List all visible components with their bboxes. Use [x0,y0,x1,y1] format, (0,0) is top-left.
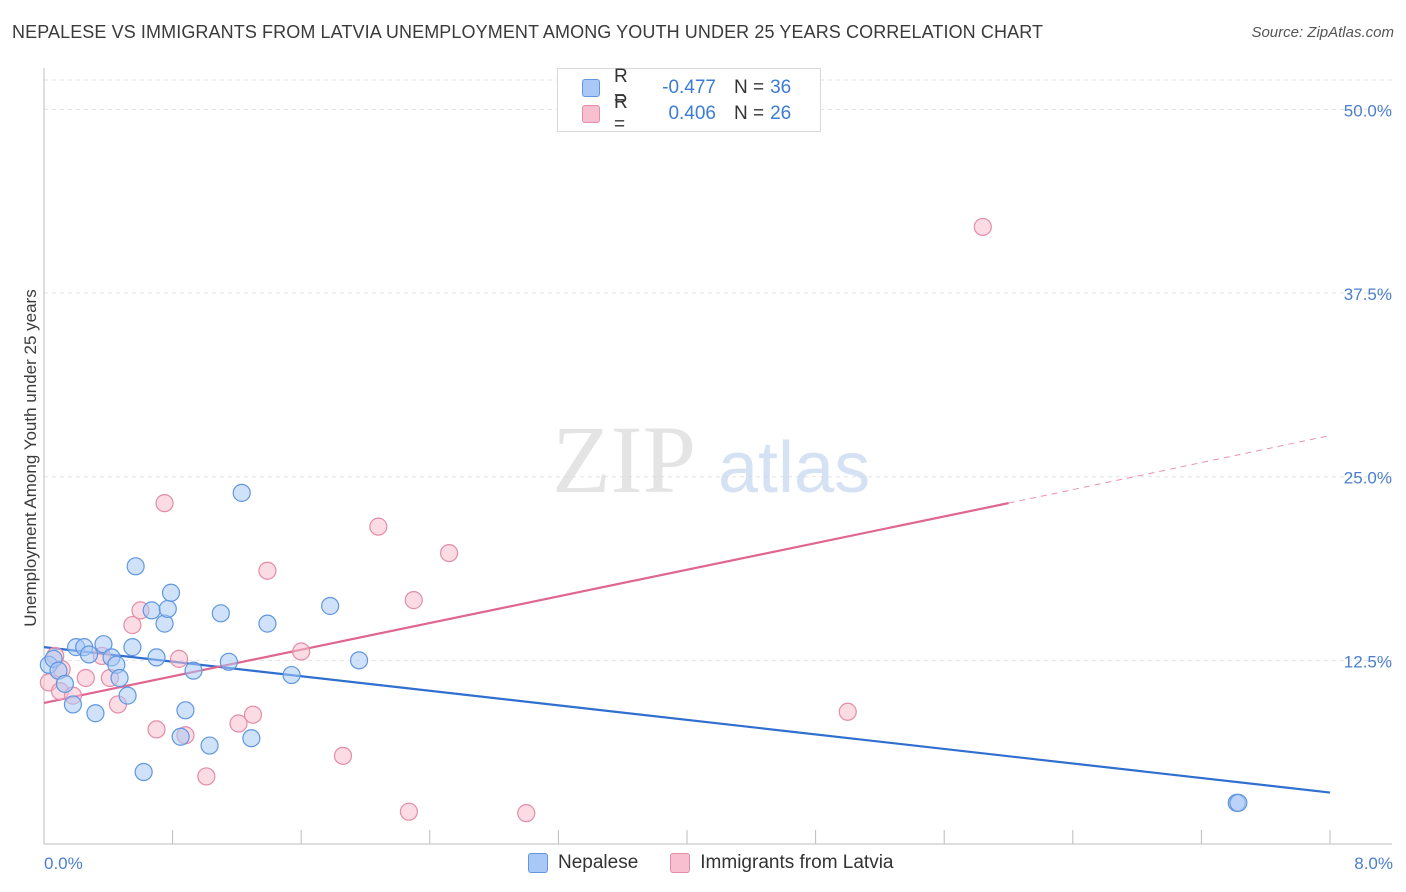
point-nepalese [94,635,113,654]
trend-lines [43,435,1331,794]
axes [43,68,1392,845]
n-value: 26 [770,103,792,124]
x-tick-label: 8.0% [1354,854,1393,873]
point-latvia [973,217,992,237]
r-value: -0.477 [662,77,716,98]
point-nepalese [232,483,251,502]
point-nepalese [118,686,137,705]
point-latvia [369,517,388,536]
point-nepalese [55,674,74,693]
r-label: R = [614,92,628,135]
y-tick-label: 37.5% [1344,285,1392,304]
point-latvia [333,746,353,765]
watermark-zip: ZIP [552,406,696,513]
grid-lines [44,79,1392,661]
point-nepalese [126,557,145,576]
trend-line-latvia-extension [1008,435,1331,504]
y-tick-label: 12.5% [1344,652,1392,671]
point-nepalese [142,601,161,620]
watermark-atlas: atlas [718,428,870,508]
trend-line-latvia [43,502,1009,705]
legend-row-latvia: R = 0.406 N = 26 [582,92,792,135]
point-nepalese [155,614,174,633]
point-nepalese [219,652,238,671]
y-tick-label: 50.0% [1344,101,1392,120]
chart-title: NEPALESE VS IMMIGRANTS FROM LATVIA UNEMP… [12,22,1044,42]
r-value: 0.406 [668,103,716,124]
nepalese-swatch [528,853,548,873]
point-nepalese [242,729,261,748]
x-tick-label: 0.0% [44,854,83,873]
point-nepalese [176,701,195,720]
latvia-swatch [582,105,600,123]
point-nepalese [171,727,190,746]
r-label: R = [614,66,628,109]
point-nepalese [161,583,181,602]
correlation-legend: R = -0.477 N = 36 R = 0.406 N = 26 [557,66,821,135]
point-nepalese [158,599,177,619]
data-points [39,217,1248,823]
point-latvia [517,804,536,823]
point-nepalese [258,614,277,633]
legend-row-nepalese: R = -0.477 N = 36 [582,66,792,109]
point-latvia [169,649,189,668]
point-latvia [147,720,166,739]
point-nepalese [321,596,340,616]
point-latvia [439,543,459,563]
point-nepalese [1229,793,1248,812]
point-latvia [838,702,857,721]
point-nepalese [184,661,203,680]
tick-labels: 12.5% 25.0% 37.5% 50.0% 0.0% 8.0% [44,101,1393,873]
point-nepalese [79,645,99,664]
point-latvia [155,494,174,513]
point-latvia [123,615,142,635]
legend-label: Nepalese [558,852,639,873]
point-latvia [258,561,277,580]
point-nepalese [110,668,129,688]
n-label: N = [734,103,765,124]
point-latvia [399,802,419,821]
point-nepalese [123,638,142,657]
watermark: ZIP atlas [552,406,870,513]
point-nepalese [200,736,219,755]
legend-item-latvia: Immigrants from Latvia [670,852,894,874]
point-nepalese [63,695,83,714]
point-latvia [229,714,248,733]
point-latvia [76,668,95,688]
point-latvia [197,767,216,786]
point-nepalese [282,665,301,685]
point-latvia [243,705,263,724]
point-latvia [404,591,423,610]
nepalese-swatch [582,79,600,97]
point-nepalese [86,704,105,723]
point-nepalese [211,604,230,623]
y-axis-label: Unemployment Among Youth under 25 years [21,289,40,626]
point-nepalese [147,648,166,667]
source-label: Source: ZipAtlas.com [1251,24,1394,41]
point-latvia [292,642,311,661]
point-nepalese [134,762,153,782]
point-nepalese [349,651,369,670]
trend-line-nepalese [43,646,1331,794]
n-value: 36 [770,77,792,98]
n-label: N = [734,77,765,98]
latvia-swatch [670,853,691,873]
legend-label: Immigrants from Latvia [700,852,894,873]
y-tick-label: 25.0% [1344,469,1392,488]
legend-item-nepalese: Nepalese [528,852,638,874]
series-legend: Nepalese Immigrants from Latvia [528,852,926,874]
